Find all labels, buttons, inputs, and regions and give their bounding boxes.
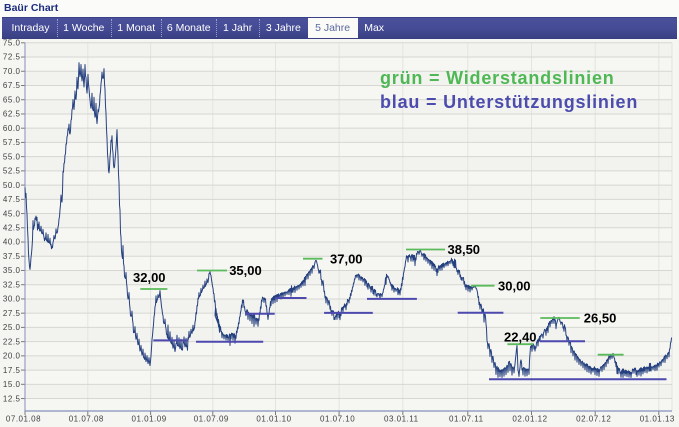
svg-text:57.5: 57.5 — [3, 138, 21, 147]
svg-text:01.01.10: 01.01.10 — [256, 415, 291, 424]
svg-text:blau = Unterstützungslinien: blau = Unterstützungslinien — [380, 92, 638, 112]
svg-text:01.07.11: 01.07.11 — [449, 415, 484, 424]
svg-text:72.5: 72.5 — [3, 53, 21, 62]
svg-text:01.07.08: 01.07.08 — [69, 415, 104, 424]
svg-text:38,50: 38,50 — [448, 242, 481, 257]
svg-text:01.07.10: 01.07.10 — [320, 415, 355, 424]
svg-text:grün = Widerstandslinien: grün = Widerstandslinien — [380, 68, 615, 88]
svg-text:67.5: 67.5 — [3, 81, 21, 90]
svg-text:30,00: 30,00 — [498, 278, 531, 293]
svg-text:32,00: 32,00 — [133, 270, 166, 285]
svg-text:30.0: 30.0 — [3, 295, 21, 304]
svg-text:15.0: 15.0 — [3, 380, 21, 389]
svg-text:17.5: 17.5 — [3, 366, 21, 375]
svg-text:35,00: 35,00 — [229, 263, 262, 278]
svg-text:01.01.13: 01.01.13 — [640, 415, 675, 424]
svg-text:65.0: 65.0 — [3, 95, 21, 104]
svg-text:22,40: 22,40 — [504, 330, 537, 345]
svg-text:01.07.09: 01.07.09 — [194, 415, 229, 424]
svg-text:75.0: 75.0 — [3, 39, 21, 48]
svg-text:03.01.11: 03.01.11 — [384, 415, 419, 424]
svg-text:32.5: 32.5 — [3, 280, 21, 289]
svg-text:26,50: 26,50 — [584, 311, 617, 326]
svg-text:47.5: 47.5 — [3, 195, 21, 204]
svg-text:62.5: 62.5 — [3, 110, 21, 119]
svg-text:55.0: 55.0 — [3, 152, 21, 161]
svg-text:27.5: 27.5 — [3, 309, 21, 318]
svg-text:07.01.08: 07.01.08 — [6, 415, 41, 424]
svg-text:50.0: 50.0 — [3, 181, 21, 190]
svg-text:37,00: 37,00 — [330, 251, 363, 266]
svg-text:01.01.09: 01.01.09 — [132, 415, 167, 424]
svg-text:40.0: 40.0 — [3, 238, 21, 247]
svg-text:60.0: 60.0 — [3, 124, 21, 133]
svg-text:12.5: 12.5 — [3, 394, 21, 403]
svg-text:35.0: 35.0 — [3, 266, 21, 275]
svg-text:02.07.12: 02.07.12 — [576, 415, 611, 424]
svg-text:25.0: 25.0 — [3, 323, 21, 332]
svg-text:70.0: 70.0 — [3, 67, 21, 76]
svg-text:02.01.12: 02.01.12 — [512, 415, 547, 424]
svg-text:45.0: 45.0 — [3, 209, 21, 218]
svg-text:42.5: 42.5 — [3, 223, 21, 232]
svg-text:37.5: 37.5 — [3, 252, 21, 261]
svg-text:22.5: 22.5 — [3, 337, 21, 346]
svg-text:20.0: 20.0 — [3, 352, 21, 361]
svg-text:52.5: 52.5 — [3, 167, 21, 176]
